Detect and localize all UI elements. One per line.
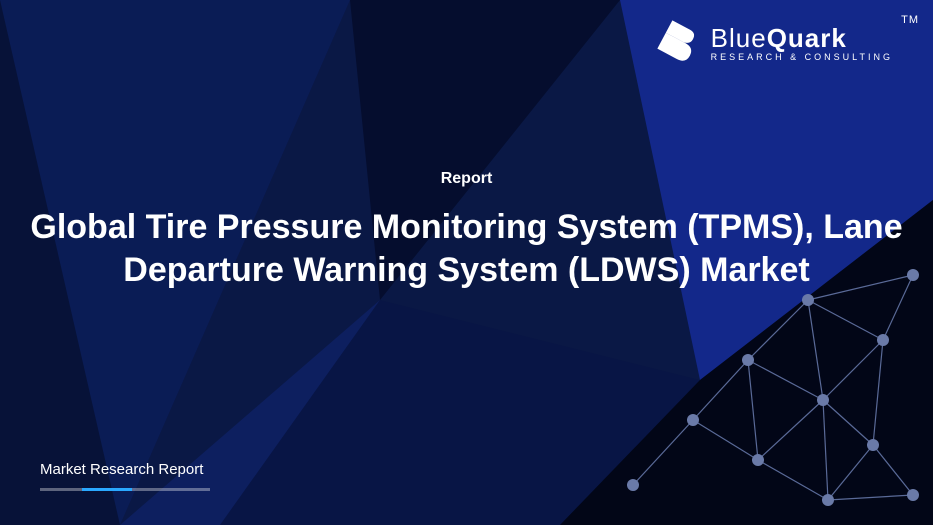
logo-tagline: RESEARCH & CONSULTING xyxy=(711,52,893,62)
report-title: Global Tire Pressure Monitoring System (… xyxy=(0,206,933,291)
logo-name: BlueQuark xyxy=(711,23,893,54)
logo-icon xyxy=(657,20,701,64)
trademark: TM xyxy=(901,14,919,26)
footer-label: Market Research Report xyxy=(40,461,210,478)
brand-logo: BlueQuark RESEARCH & CONSULTING xyxy=(657,20,893,64)
underline-decoration xyxy=(40,488,210,491)
eyebrow-label: Report xyxy=(0,170,933,188)
